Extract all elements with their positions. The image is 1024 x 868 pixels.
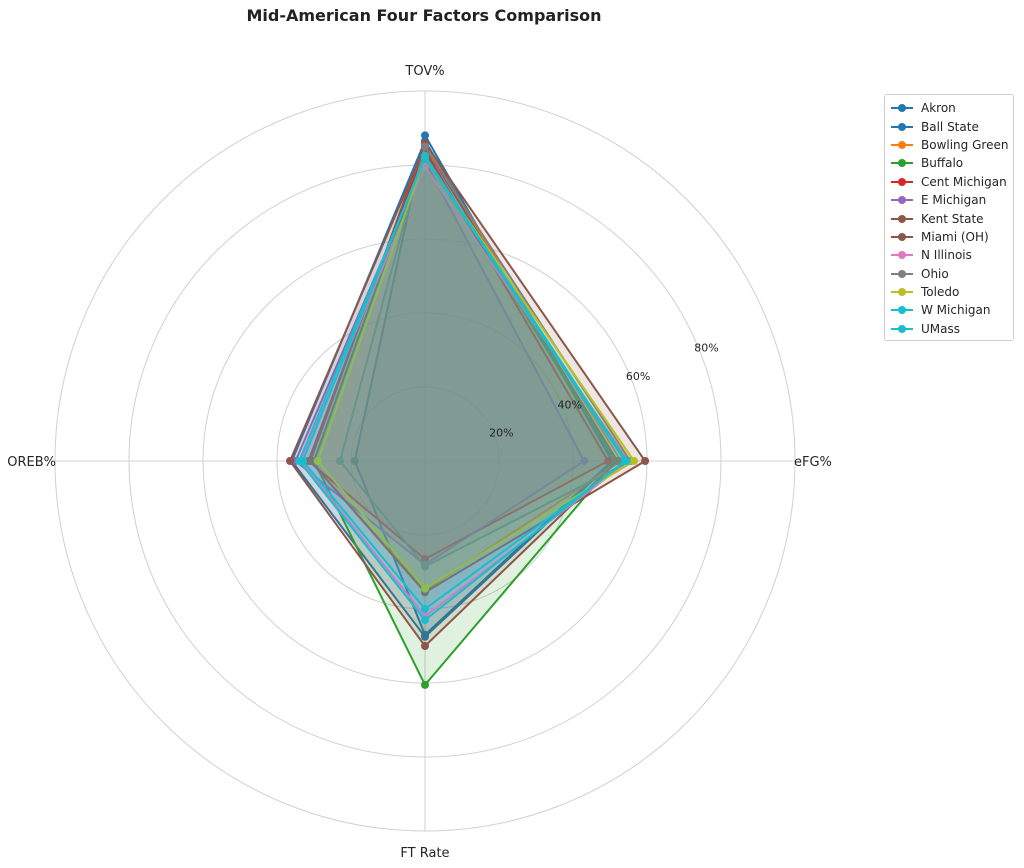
legend-item: Miami (OH): [891, 228, 1007, 246]
series-fill: [302, 155, 627, 610]
legend: Akron Ball State Bowling Green Buffalo Cent …: [884, 94, 1014, 342]
legend-label: UMass: [921, 321, 960, 336]
tick-label: 60%: [626, 370, 650, 383]
tick-label: 40%: [557, 398, 581, 411]
data-point: [421, 562, 429, 571]
tick-label: 80%: [694, 342, 718, 355]
data-point: [613, 457, 622, 465]
data-point: [298, 457, 307, 465]
legend-swatch: [891, 177, 913, 187]
series-fill: [339, 146, 631, 567]
series-fill: [317, 157, 634, 589]
legend-swatch: [891, 195, 913, 205]
radar-chart: eFG% TOV% OREB% FT Rate 20% 40% 60% 80%: [7, 64, 832, 861]
chart-title: Mid-American Four Factors Comparison: [246, 6, 602, 25]
series-fill: [291, 140, 614, 637]
legend-item: Bowling Green: [891, 136, 1009, 154]
series-layer: [286, 131, 650, 689]
data-point: [421, 131, 429, 140]
data-point: [630, 457, 638, 465]
data-point: [421, 605, 429, 613]
legend-item: Ball State: [891, 117, 1007, 135]
data-point: [306, 457, 315, 465]
legend-swatch: [891, 140, 913, 150]
data-point: [350, 457, 359, 465]
data-point: [604, 457, 613, 465]
legend-item: Cent Michigan: [891, 173, 1007, 191]
label-layer: eFG% TOV% OREB% FT Rate 20% 40% 60% 80%: [7, 64, 832, 861]
legend-item: N Illinois: [891, 246, 1007, 264]
legend-swatch: [891, 103, 913, 113]
legend-label: Akron: [921, 101, 956, 116]
data-point: [421, 632, 429, 641]
legend-swatch: [891, 269, 913, 279]
legend-swatch: [891, 287, 913, 297]
data-point: [313, 457, 322, 465]
axis-label: eFG%: [794, 455, 832, 470]
legend-swatch: [891, 324, 913, 334]
legend-label: Ball State: [921, 119, 979, 134]
axis-label: FT Rate: [400, 846, 449, 861]
legend-label: N Illinois: [921, 248, 972, 263]
legend-swatch: [891, 250, 913, 260]
legend-item: Ohio: [891, 265, 1007, 283]
data-point: [641, 457, 650, 465]
legend-swatch: [891, 214, 913, 224]
legend-item: E Michigan: [891, 191, 1007, 209]
data-point: [622, 457, 631, 465]
legend-item: Kent State: [891, 209, 1007, 227]
legend-label: Kent State: [921, 211, 984, 226]
legend-label: Cent Michigan: [921, 174, 1007, 189]
legend-item: Buffalo: [891, 154, 1007, 172]
legend-item: Toledo: [891, 283, 1007, 301]
legend-swatch: [891, 122, 913, 132]
legend-swatch: [891, 158, 913, 168]
axis-label: OREB%: [7, 455, 56, 470]
series-fill: [310, 142, 646, 593]
series-fill: [299, 157, 625, 621]
legend-item: Akron: [891, 99, 1007, 117]
legend-item: UMass: [891, 320, 1007, 338]
legend-label: Miami (OH): [921, 229, 989, 244]
legend-label: E Michigan: [921, 193, 987, 208]
data-point: [335, 457, 344, 465]
data-point: [580, 457, 589, 465]
data-point: [421, 642, 429, 650]
legend-label: Toledo: [921, 285, 960, 300]
data-point: [421, 616, 429, 625]
legend-label: Buffalo: [921, 156, 964, 171]
series-fill: [308, 150, 609, 559]
tick-label: 20%: [489, 427, 513, 440]
legend-swatch: [891, 232, 913, 242]
data-point: [286, 457, 294, 465]
data-point: [421, 151, 429, 160]
data-point: [421, 584, 429, 593]
legend-label: Bowling Green: [921, 137, 1009, 152]
axis-label: TOV%: [404, 64, 444, 79]
legend-item: W Michigan: [891, 301, 1007, 319]
legend-swatch: [891, 305, 913, 315]
series-fill: [295, 161, 585, 565]
data-point: [421, 680, 429, 689]
legend-label: Ohio: [921, 266, 949, 281]
legend-label: W Michigan: [921, 303, 991, 318]
data-point: [421, 142, 429, 151]
data-point: [421, 555, 429, 563]
